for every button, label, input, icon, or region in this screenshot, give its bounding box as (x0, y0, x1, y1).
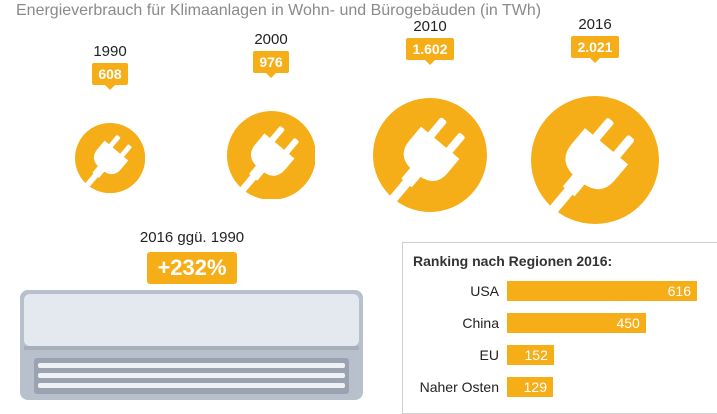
ranking-value: 152 (524, 347, 548, 363)
ranking-bar: 152 (507, 345, 554, 365)
year-label-2016: 2016 (578, 16, 612, 33)
ranking-bar: 129 (507, 377, 553, 397)
year-label-2010: 2010 (413, 18, 447, 36)
comparison-label: 2016 ggü. 1990 (139, 229, 245, 246)
year-label-1990: 1990 (93, 42, 127, 60)
ranking-row: Naher Osten 129 (403, 377, 717, 397)
ranking-value: 450 (616, 315, 640, 331)
ranking-label: China (462, 315, 499, 331)
air-conditioner-icon (20, 290, 363, 400)
power-plug-icon (531, 96, 659, 224)
value-badge-2016: 2.021 (571, 36, 619, 63)
value-badge-2010: 1.602 (406, 38, 454, 66)
ranking-bar: 616 (507, 281, 697, 301)
year-label-2000: 2000 (254, 30, 288, 48)
ranking-row: EU 152 (403, 345, 717, 365)
ranking-label: EU (479, 347, 499, 363)
ranking-value: 616 (667, 283, 691, 299)
power-plug-icon (74, 122, 146, 194)
chart-title: Energieverbrauch für Klimaanlagen in Woh… (16, 2, 542, 19)
comparison-value-badge: +232% (147, 252, 237, 284)
ranking-bar: 450 (507, 313, 646, 333)
value-badge-2000: 976 (253, 50, 289, 78)
ranking-label: Naher Osten (419, 379, 499, 395)
value-badge-1990: 608 (92, 62, 128, 90)
ranking-title: Ranking nach Regionen 2016: (413, 253, 613, 269)
ranking-row: China 450 (403, 313, 717, 333)
ranking-value: 129 (523, 379, 547, 395)
power-plug-icon (226, 110, 316, 200)
power-plug-icon (373, 98, 487, 212)
ranking-panel: Ranking nach Regionen 2016: USA 616 China 4… (402, 242, 717, 414)
ranking-label: USA (470, 283, 499, 299)
ranking-row: USA 616 (403, 281, 717, 301)
